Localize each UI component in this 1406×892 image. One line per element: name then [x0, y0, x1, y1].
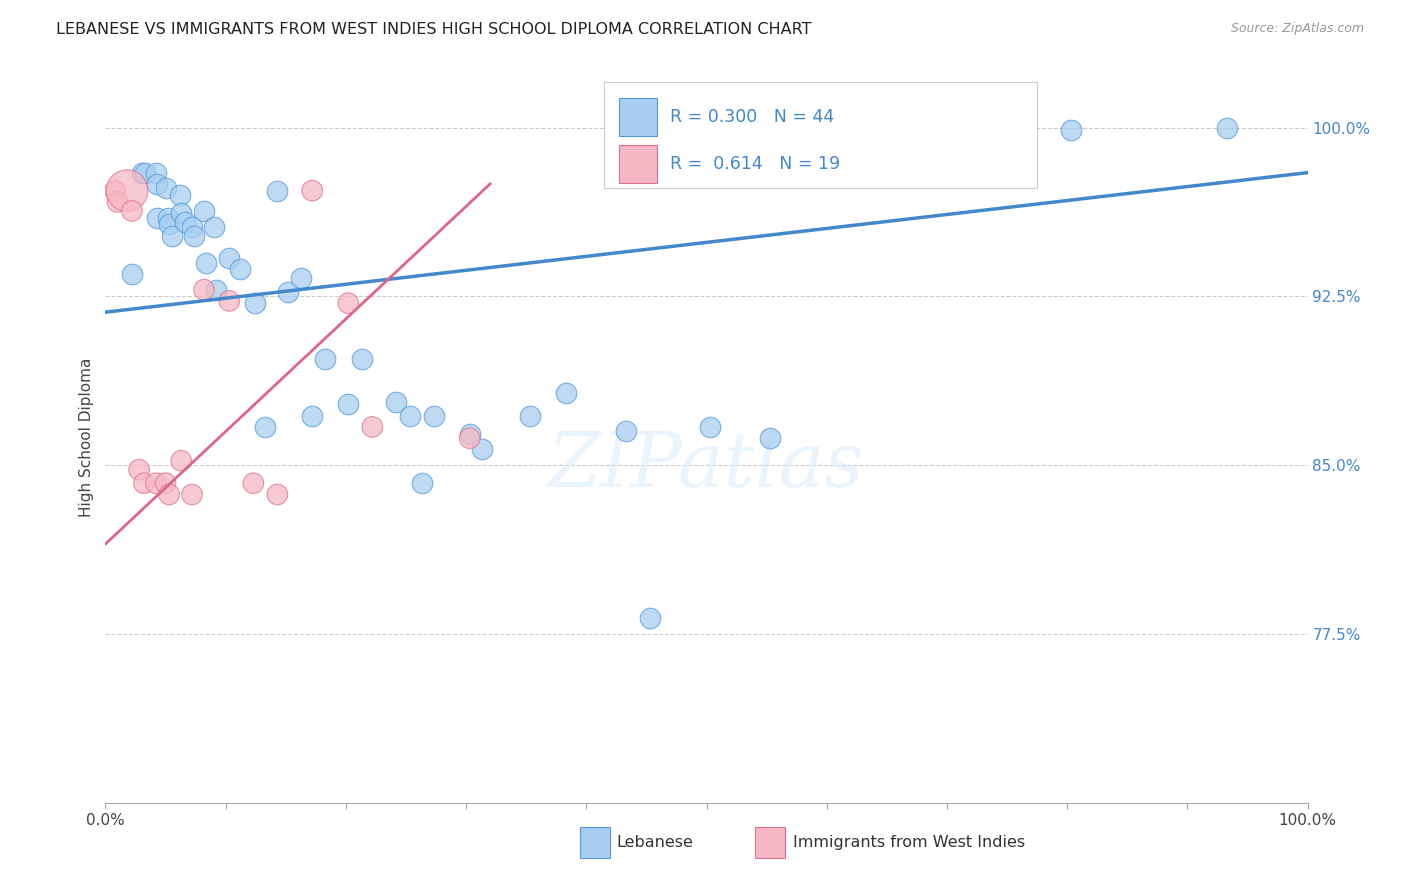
Point: [146, 211, 169, 225]
Point: [699, 420, 721, 434]
Point: [160, 228, 183, 243]
Point: [243, 296, 266, 310]
Point: [301, 409, 323, 423]
Point: [411, 476, 433, 491]
Point: [155, 181, 177, 195]
Point: [254, 420, 277, 434]
Bar: [619, 98, 657, 136]
Point: [471, 442, 494, 457]
Point: [115, 184, 138, 198]
Point: [193, 283, 215, 297]
Point: [422, 409, 444, 423]
Text: Immigrants from West Indies: Immigrants from West Indies: [793, 835, 1025, 850]
Text: Lebanese: Lebanese: [616, 835, 693, 850]
Point: [202, 219, 225, 234]
Bar: [755, 827, 785, 858]
Point: [242, 476, 264, 491]
Point: [183, 228, 205, 243]
Point: [169, 188, 191, 202]
Point: [121, 203, 143, 218]
Point: [157, 218, 180, 232]
Point: [132, 476, 155, 491]
Point: [155, 476, 177, 491]
Point: [554, 386, 576, 401]
Point: [170, 453, 193, 467]
Text: Source: ZipAtlas.com: Source: ZipAtlas.com: [1230, 22, 1364, 36]
Point: [145, 166, 167, 180]
Point: [193, 203, 215, 218]
Point: [146, 177, 169, 191]
Point: [145, 476, 167, 491]
Point: [266, 184, 288, 198]
Text: LEBANESE VS IMMIGRANTS FROM WEST INDIES HIGH SCHOOL DIPLOMA CORRELATION CHART: LEBANESE VS IMMIGRANTS FROM WEST INDIES …: [56, 22, 811, 37]
Bar: [605, 82, 1038, 188]
Text: R =  0.614   N = 19: R = 0.614 N = 19: [671, 155, 841, 173]
Point: [121, 267, 143, 281]
Point: [314, 352, 336, 367]
Point: [458, 426, 481, 441]
Point: [337, 397, 360, 411]
Point: [134, 166, 156, 180]
Point: [156, 211, 179, 225]
Y-axis label: High School Diploma: High School Diploma: [79, 358, 94, 516]
Point: [195, 255, 218, 269]
Point: [519, 409, 541, 423]
Point: [128, 463, 150, 477]
Point: [205, 283, 228, 297]
Point: [266, 487, 288, 501]
Point: [181, 487, 204, 501]
Point: [170, 206, 193, 220]
Point: [229, 262, 252, 277]
Point: [1060, 123, 1083, 137]
Point: [1216, 120, 1239, 135]
Point: [638, 611, 661, 625]
Point: [181, 219, 204, 234]
Point: [290, 271, 312, 285]
Point: [385, 395, 408, 409]
Bar: [619, 145, 657, 183]
Text: ZIPatlas: ZIPatlas: [548, 429, 865, 503]
Point: [173, 215, 195, 229]
Point: [218, 293, 240, 308]
Text: R = 0.300   N = 44: R = 0.300 N = 44: [671, 109, 835, 127]
Bar: [581, 827, 610, 858]
Point: [107, 194, 129, 209]
Point: [759, 431, 782, 445]
Point: [104, 184, 127, 198]
Point: [350, 352, 373, 367]
Point: [458, 431, 481, 445]
Point: [301, 184, 323, 198]
Point: [361, 420, 384, 434]
Point: [337, 296, 360, 310]
Point: [218, 251, 240, 265]
Point: [277, 285, 299, 299]
Point: [614, 425, 637, 439]
Point: [398, 409, 420, 423]
Point: [157, 487, 180, 501]
Point: [131, 166, 153, 180]
